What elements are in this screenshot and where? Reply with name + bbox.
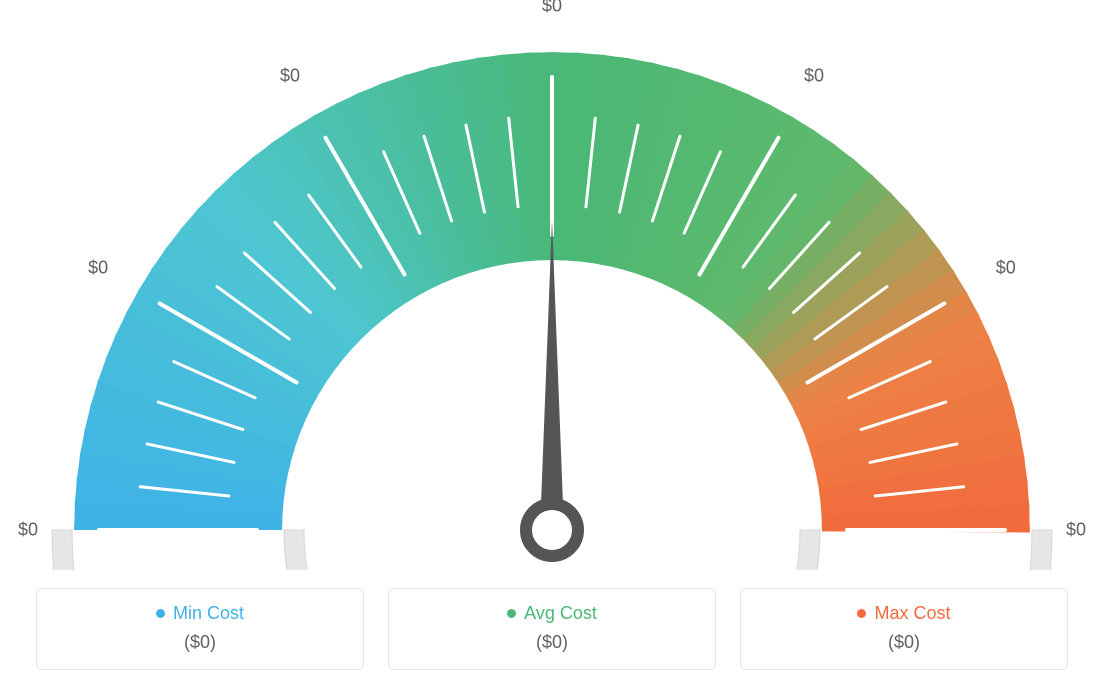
legend-label-max: Max Cost [874, 603, 950, 623]
legend-label-min: Min Cost [173, 603, 244, 623]
legend-card-min: Min Cost ($0) [36, 588, 364, 670]
legend-title-max: Max Cost [741, 603, 1067, 624]
legend-title-avg: Avg Cost [389, 603, 715, 624]
gauge-svg [42, 10, 1062, 570]
gauge-tick-label: $0 [1066, 520, 1086, 541]
legend-value-min: ($0) [37, 632, 363, 653]
legend-row: Min Cost ($0) Avg Cost ($0) Max Cost ($0… [36, 588, 1068, 670]
legend-card-max: Max Cost ($0) [740, 588, 1068, 670]
legend-label-avg: Avg Cost [524, 603, 597, 623]
cost-gauge-widget: $0 $0 $0 $0 $0 $0 $0 Min Cost ($0) Avg Cost ($… [0, 0, 1104, 690]
legend-dot-max [857, 609, 866, 618]
legend-title-min: Min Cost [37, 603, 363, 624]
legend-dot-min [156, 609, 165, 618]
gauge-tick-label: $0 [804, 66, 824, 87]
gauge-tick-label: $0 [542, 0, 562, 17]
gauge-tick-label: $0 [88, 258, 108, 279]
gauge-tick-label: $0 [280, 66, 300, 87]
legend-value-avg: ($0) [389, 632, 715, 653]
gauge-tick-label: $0 [996, 258, 1016, 279]
gauge-chart: $0$0$0$0$0$0$0 [42, 10, 1062, 570]
gauge-tick-label: $0 [18, 520, 38, 541]
legend-card-avg: Avg Cost ($0) [388, 588, 716, 670]
legend-dot-avg [507, 609, 516, 618]
legend-value-max: ($0) [741, 632, 1067, 653]
